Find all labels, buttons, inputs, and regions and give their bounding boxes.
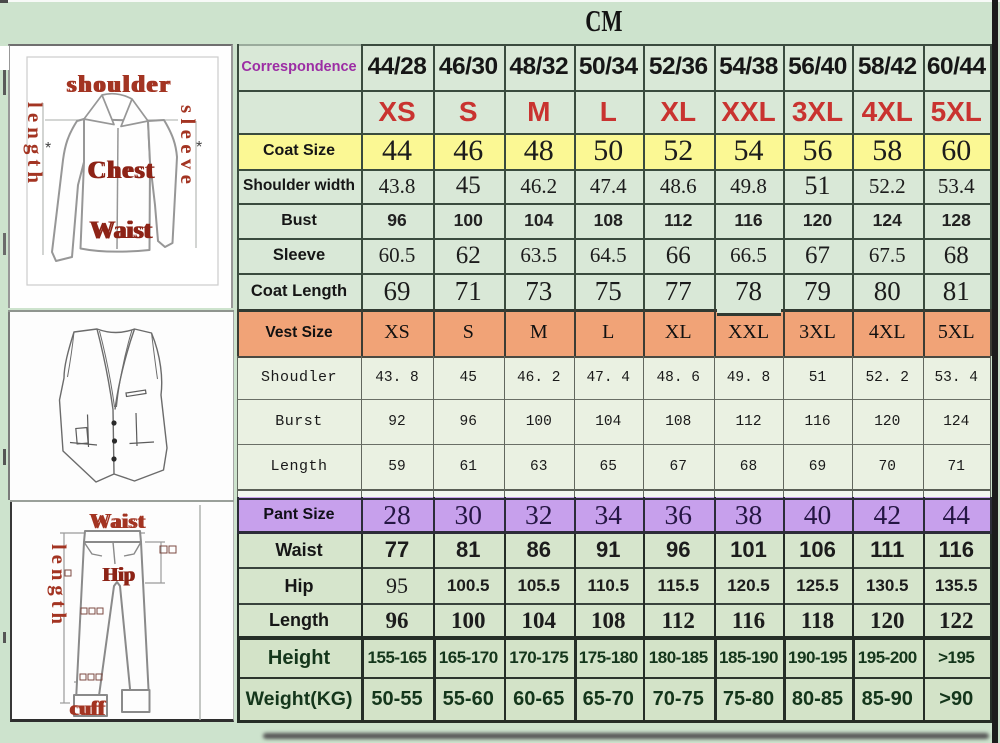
svg-text:cuff: cuff <box>69 696 105 720</box>
svg-text:Waist: Waist <box>89 217 152 244</box>
svg-text:*: * <box>45 140 51 157</box>
svg-text:Waist: Waist <box>89 509 144 533</box>
svg-text:length: length <box>47 544 71 624</box>
svg-text:shoulder: shoulder <box>66 72 169 98</box>
svg-text:Hip: Hip <box>102 564 134 586</box>
svg-text:*: * <box>196 139 202 156</box>
